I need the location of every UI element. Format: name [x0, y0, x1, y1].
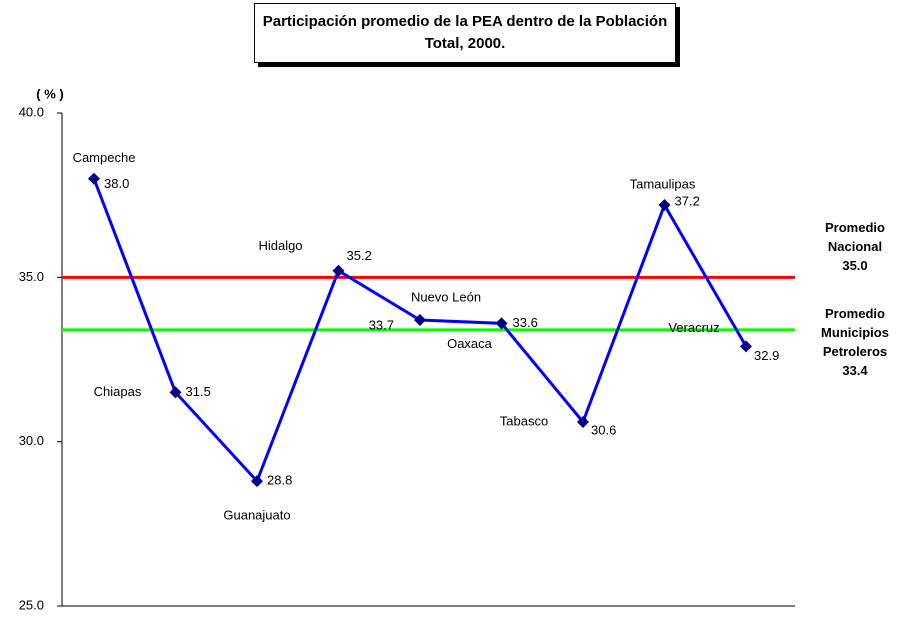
marker [495, 317, 508, 330]
reference-value: 33.4 [842, 363, 868, 378]
data-label: 31.5 [186, 384, 211, 399]
reference-annotation: Promedio Municipios Petroleros 33.4 [800, 304, 910, 380]
data-label: 28.8 [267, 473, 292, 488]
category-label: Chiapas [94, 384, 142, 399]
reference-name: Promedio Municipios Petroleros [821, 306, 889, 359]
marker [251, 475, 263, 488]
marker [740, 340, 752, 353]
marker [414, 314, 426, 327]
chart-title: Participación promedio de la PEA dentro … [254, 3, 676, 63]
data-label: 33.7 [369, 317, 394, 332]
marker [169, 386, 182, 399]
category-label: Guanajuato [223, 508, 290, 523]
data-label: 32.9 [754, 348, 779, 363]
category-label: Oaxaca [447, 336, 493, 351]
category-label: Tamaulipas [630, 176, 696, 191]
y-tick-label: 35.0 [19, 269, 44, 284]
reference-value: 35.0 [842, 258, 868, 273]
marker [332, 264, 345, 277]
data-label: 37.2 [675, 193, 700, 208]
data-label: 30.6 [591, 422, 616, 437]
reference-name: Promedio Nacional [825, 220, 885, 254]
category-label: Campeche [73, 150, 136, 165]
y-axis-label: ( % ) [36, 86, 63, 101]
category-label: Nuevo León [411, 289, 481, 304]
data-label: 38.0 [104, 176, 129, 191]
marker [88, 172, 100, 185]
marker [577, 415, 589, 428]
category-label: Veracruz [668, 320, 719, 335]
y-tick-label: 25.0 [19, 597, 44, 612]
category-label: Hidalgo [258, 238, 302, 253]
category-label: Tabasco [500, 413, 548, 428]
marker [658, 199, 671, 212]
y-tick-label: 30.0 [19, 433, 44, 448]
reference-annotation: Promedio Nacional 35.0 [800, 218, 910, 275]
data-label: 35.2 [347, 248, 372, 263]
y-tick-label: 40.0 [19, 104, 44, 119]
data-label: 33.6 [513, 315, 538, 330]
